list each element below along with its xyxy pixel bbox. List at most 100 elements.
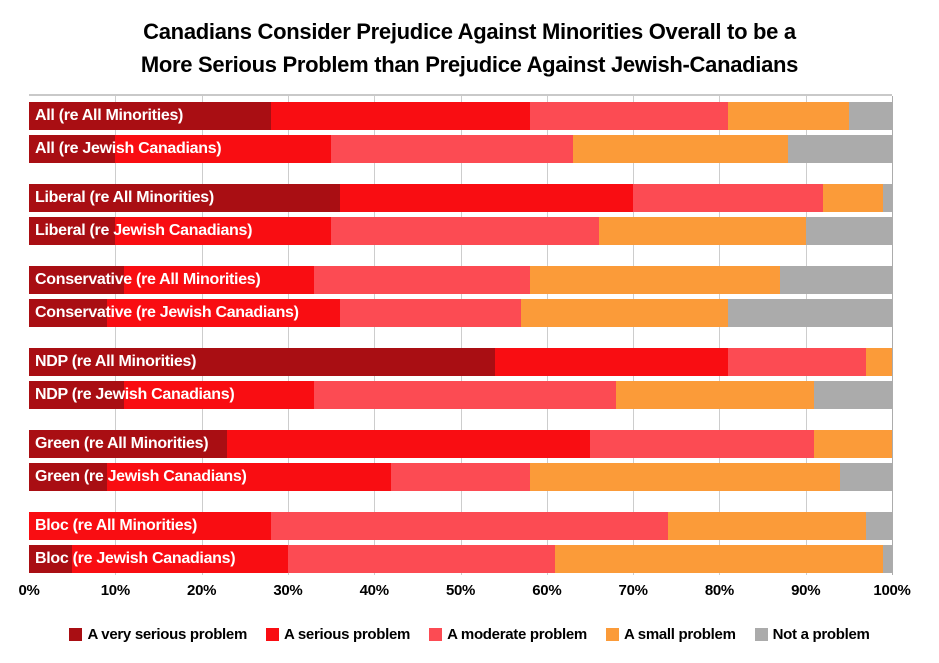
bar-segment [29, 430, 228, 458]
bar-row: Liberal (re Jewish Canadians) [29, 217, 892, 245]
bar-segment [115, 217, 332, 245]
bar-segment [814, 430, 892, 458]
gridline-40 [374, 96, 376, 575]
bar-segment [270, 102, 530, 130]
bar-segment [29, 266, 124, 294]
legend-item: A moderate problem [429, 626, 587, 643]
legend-item: A serious problem [266, 626, 410, 643]
bar-segment [29, 299, 107, 327]
bar-segment [391, 463, 530, 491]
gridline-20 [201, 96, 203, 575]
bar-segment [331, 217, 599, 245]
bar-segment [667, 512, 867, 540]
legend-label: Not a problem [772, 626, 870, 643]
bar-segment [313, 381, 616, 409]
bar-segment [331, 135, 573, 163]
bar-group: Liberal (re All Minorities) Liberal (re J… [29, 184, 892, 245]
bar-group: Conservative (re All Minorities) Conserva… [29, 266, 892, 327]
bar-row: Conservative (re All Minorities) [29, 266, 892, 294]
x-axis-tick-label: 100% [873, 582, 911, 599]
x-axis-tick-label: 30% [273, 582, 303, 599]
gridline-30 [287, 96, 289, 575]
legend-item: A very serious problem [69, 626, 247, 643]
bar-segment [529, 102, 728, 130]
bar-segment [529, 463, 841, 491]
bar-segment [555, 545, 884, 573]
bar-segment [115, 135, 332, 163]
bar-segment [29, 348, 496, 376]
bar-segment [633, 184, 823, 212]
legend-color-swatch [266, 628, 280, 641]
bar-segment [848, 102, 892, 130]
bar-segment [29, 512, 271, 540]
gridline-90 [805, 96, 807, 575]
bar-segment [339, 299, 521, 327]
bar-groups: All (re All Minorities) All (re Jewish Ca… [29, 102, 892, 573]
bar-segment [814, 381, 892, 409]
x-axis-tick-label: 80% [704, 582, 734, 599]
chart-title-line2: More Serious Problem than Prejudice Agai… [140, 52, 799, 77]
x-axis-tick-label: 50% [445, 582, 476, 599]
bar-segment [227, 430, 590, 458]
bar-segment [589, 430, 815, 458]
legend-item: A small problem [605, 626, 736, 643]
bar-segment [29, 545, 73, 573]
bar-row: Green (re Jewish Canadians) [29, 463, 892, 491]
legend-label: A very serious problem [87, 626, 248, 643]
bar-segment [866, 348, 892, 376]
plot-area: All (re All Minorities) All (re Jewish Ca… [29, 94, 893, 575]
x-axis: 0% 10% 20% 30% 40% 50% 60% 70% 80% 90% 100% [18, 582, 910, 602]
plot-wrap: All (re All Minorities) All (re Jewish Ca… [18, 94, 911, 602]
legend-label: A moderate problem [447, 626, 587, 643]
bar-segment [29, 381, 124, 409]
legend-label: A serious problem [284, 626, 411, 643]
legend-label: A small problem [623, 626, 736, 643]
x-axis-tick-label: 90% [791, 582, 821, 599]
bar-segment [270, 512, 668, 540]
legend-item: Not a problem [754, 626, 870, 643]
bar-segment [287, 545, 556, 573]
bar-row: Conservative (re Jewish Canadians) [29, 299, 892, 327]
bar-segment [495, 348, 729, 376]
bar-row: Green (re All Minorities) [29, 430, 892, 458]
bar-segment [615, 381, 815, 409]
legend-color-swatch [605, 628, 619, 641]
bar-segment [72, 545, 288, 573]
bar-segment [728, 102, 849, 130]
bar-segment [727, 299, 892, 327]
bar-segment [123, 266, 314, 294]
chart-title: Canadians Consider Prejudice Against Min… [0, 15, 939, 81]
gridline-50 [460, 96, 462, 575]
bar-segment [822, 184, 884, 212]
bar-segment [883, 545, 892, 573]
bar-segment [29, 102, 271, 130]
bar-segment [29, 184, 340, 212]
bar-group: Green (re All Minorities) Green (re Jewis… [29, 430, 892, 491]
gridline-80 [719, 96, 721, 575]
bar-segment [313, 266, 530, 294]
bar-row: All (re All Minorities) [29, 102, 892, 130]
bar-row: Bloc (re All Minorities) [29, 512, 892, 540]
chart-title-line1: Canadians Consider Prejudice Against Min… [143, 19, 796, 44]
bar-segment [840, 463, 892, 491]
legend-color-swatch [754, 628, 768, 641]
bar-segment [529, 266, 780, 294]
bar-segment [106, 299, 340, 327]
bar-segment [866, 512, 892, 540]
bar-segment [728, 348, 867, 376]
x-axis-tick-label: 70% [618, 582, 648, 599]
x-axis-tick-label: 20% [187, 582, 217, 599]
bar-row: Bloc (re Jewish Canadians) [29, 545, 892, 573]
legend-color-swatch [429, 628, 443, 641]
bar-segment [883, 184, 892, 212]
gridline-10 [115, 96, 117, 575]
bar-group: Bloc (re All Minorities) Bloc (re Jewish … [29, 512, 892, 573]
bar-segment [106, 463, 392, 491]
bar-row: All (re Jewish Canadians) [29, 135, 892, 163]
bar-segment [572, 135, 789, 163]
bar-segment [520, 299, 728, 327]
bar-row: NDP (re Jewish Canadians) [29, 381, 892, 409]
bar-segment [339, 184, 634, 212]
bar-segment [779, 266, 892, 294]
